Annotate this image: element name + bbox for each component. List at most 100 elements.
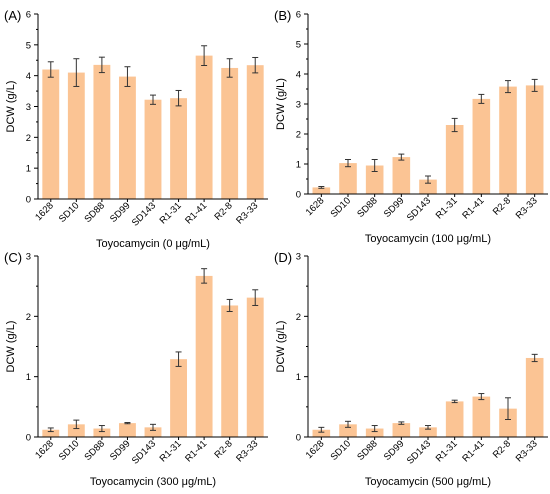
error-bar-1628 [47,61,54,78]
error-bar-SD88 [98,56,105,74]
error-bar-SD143 [150,94,156,105]
error-bar-R3-33 [531,78,538,92]
x-tick-label: SD143 [405,438,433,466]
panel-label: (A) [4,8,21,23]
error-bar-SD88 [371,159,378,172]
bar-R2-8 [221,305,239,437]
error-bar-SD143 [150,423,156,431]
x-axis-title: Toyocamycin (500 μg/mL) [365,476,491,488]
bar-SD10 [339,163,357,194]
error-bar-SD10 [345,159,351,168]
error-bar-SD99 [124,66,131,87]
y-tick-label: 1 [296,372,301,383]
bar-R2-8 [499,408,517,437]
bar-1628 [312,187,331,194]
x-tick-label: SD88 [355,195,380,220]
y-tick-label: 4 [26,71,31,82]
y-tick-label: 3 [296,100,301,111]
y-tick-label: 5 [26,40,31,51]
x-tick-label: SD99 [382,195,407,220]
bar-1628 [312,429,331,437]
x-axis-title: Toyocamycin (100 μg/mL) [365,233,491,245]
x-tick-label: 1628 [33,438,56,461]
error-bar-R3-33 [531,353,538,363]
x-tick-label: SD143 [130,200,158,228]
error-bar-SD99 [124,422,131,425]
bar-SD99 [119,423,136,437]
x-tick-label: R2-8 [491,195,513,217]
error-bar-R1-31 [175,351,182,367]
y-tick-label: 2 [26,133,31,144]
panel-label: (D) [274,250,292,265]
x-axis-title: Toyocamycin (300 μg/mL) [90,476,216,488]
panel-label: (B) [274,8,291,23]
bar-SD143 [144,427,162,437]
error-bar-R2-8 [505,397,511,421]
x-tick-label: SD10 [329,195,354,220]
y-tick-label: 2 [26,312,31,323]
x-tick-label: SD88 [355,438,380,463]
y-tick-label: 0 [296,190,301,201]
y-tick-label: 1 [296,160,301,171]
bar-R3-33 [525,357,544,437]
error-bar-SD99 [398,421,405,425]
y-tick-label: 3 [296,252,301,263]
x-tick-label: R2-8 [212,438,234,460]
error-bar-R2-8 [226,298,233,313]
bar-SD99 [392,157,411,194]
y-tick-label: 1 [26,372,31,383]
error-bar-R1-41 [478,393,485,401]
bar-R1-31 [445,401,464,437]
x-tick-label: 1628 [304,438,327,461]
bar-R1-41 [195,55,213,199]
y-axis-title: DCW (g/L) [5,81,17,133]
bar-SD99 [392,423,411,437]
x-tick-label: SD10 [329,438,354,463]
bar-SD99 [119,76,136,199]
y-axis-title: DCW (g/L) [275,321,287,373]
error-bar-R1-31 [175,89,182,107]
bar-SD10 [67,72,85,199]
x-tick-label: R1-41 [183,438,209,464]
x-axis-title: Toyocamycin (0 μg/mL) [96,238,210,250]
bar-SD88 [93,64,111,199]
bar-R1-31 [170,98,187,199]
y-tick-label: 5 [296,40,301,51]
y-tick-label: 0 [296,433,301,444]
error-bar-R1-31 [451,117,458,133]
error-bar-R1-41 [201,45,208,66]
error-bar-SD143 [425,175,431,184]
bar-SD10 [67,424,85,437]
bar-R3-33 [246,65,264,199]
y-tick-label: 6 [26,10,31,21]
y-axis-title: DCW (g/L) [5,321,17,373]
bar-R1-41 [472,396,491,437]
x-tick-label: R1-31 [434,438,460,464]
error-bar-1628 [47,427,54,433]
y-tick-label: 0 [26,433,31,444]
y-axis-title: DCW (g/L) [275,78,287,130]
x-tick-label: R2-8 [212,200,234,222]
error-bar-SD88 [98,425,105,433]
y-tick-label: 0 [26,195,31,206]
error-bar-R1-31 [451,399,458,404]
y-tick-label: 4 [296,70,301,81]
y-tick-label: 3 [26,102,31,113]
panel-label: (C) [4,250,22,265]
bar-SD143 [419,427,437,437]
x-tick-label: SD10 [57,438,82,463]
bar-SD88 [93,428,111,437]
error-bar-SD99 [398,153,405,161]
error-bar-SD10 [73,419,80,430]
error-bar-1628 [318,186,325,189]
bar-1628 [42,429,60,437]
y-tick-label: 6 [296,10,301,21]
error-bar-R1-41 [201,268,208,284]
x-tick-label: SD99 [382,438,407,463]
bar-SD143 [144,99,162,199]
